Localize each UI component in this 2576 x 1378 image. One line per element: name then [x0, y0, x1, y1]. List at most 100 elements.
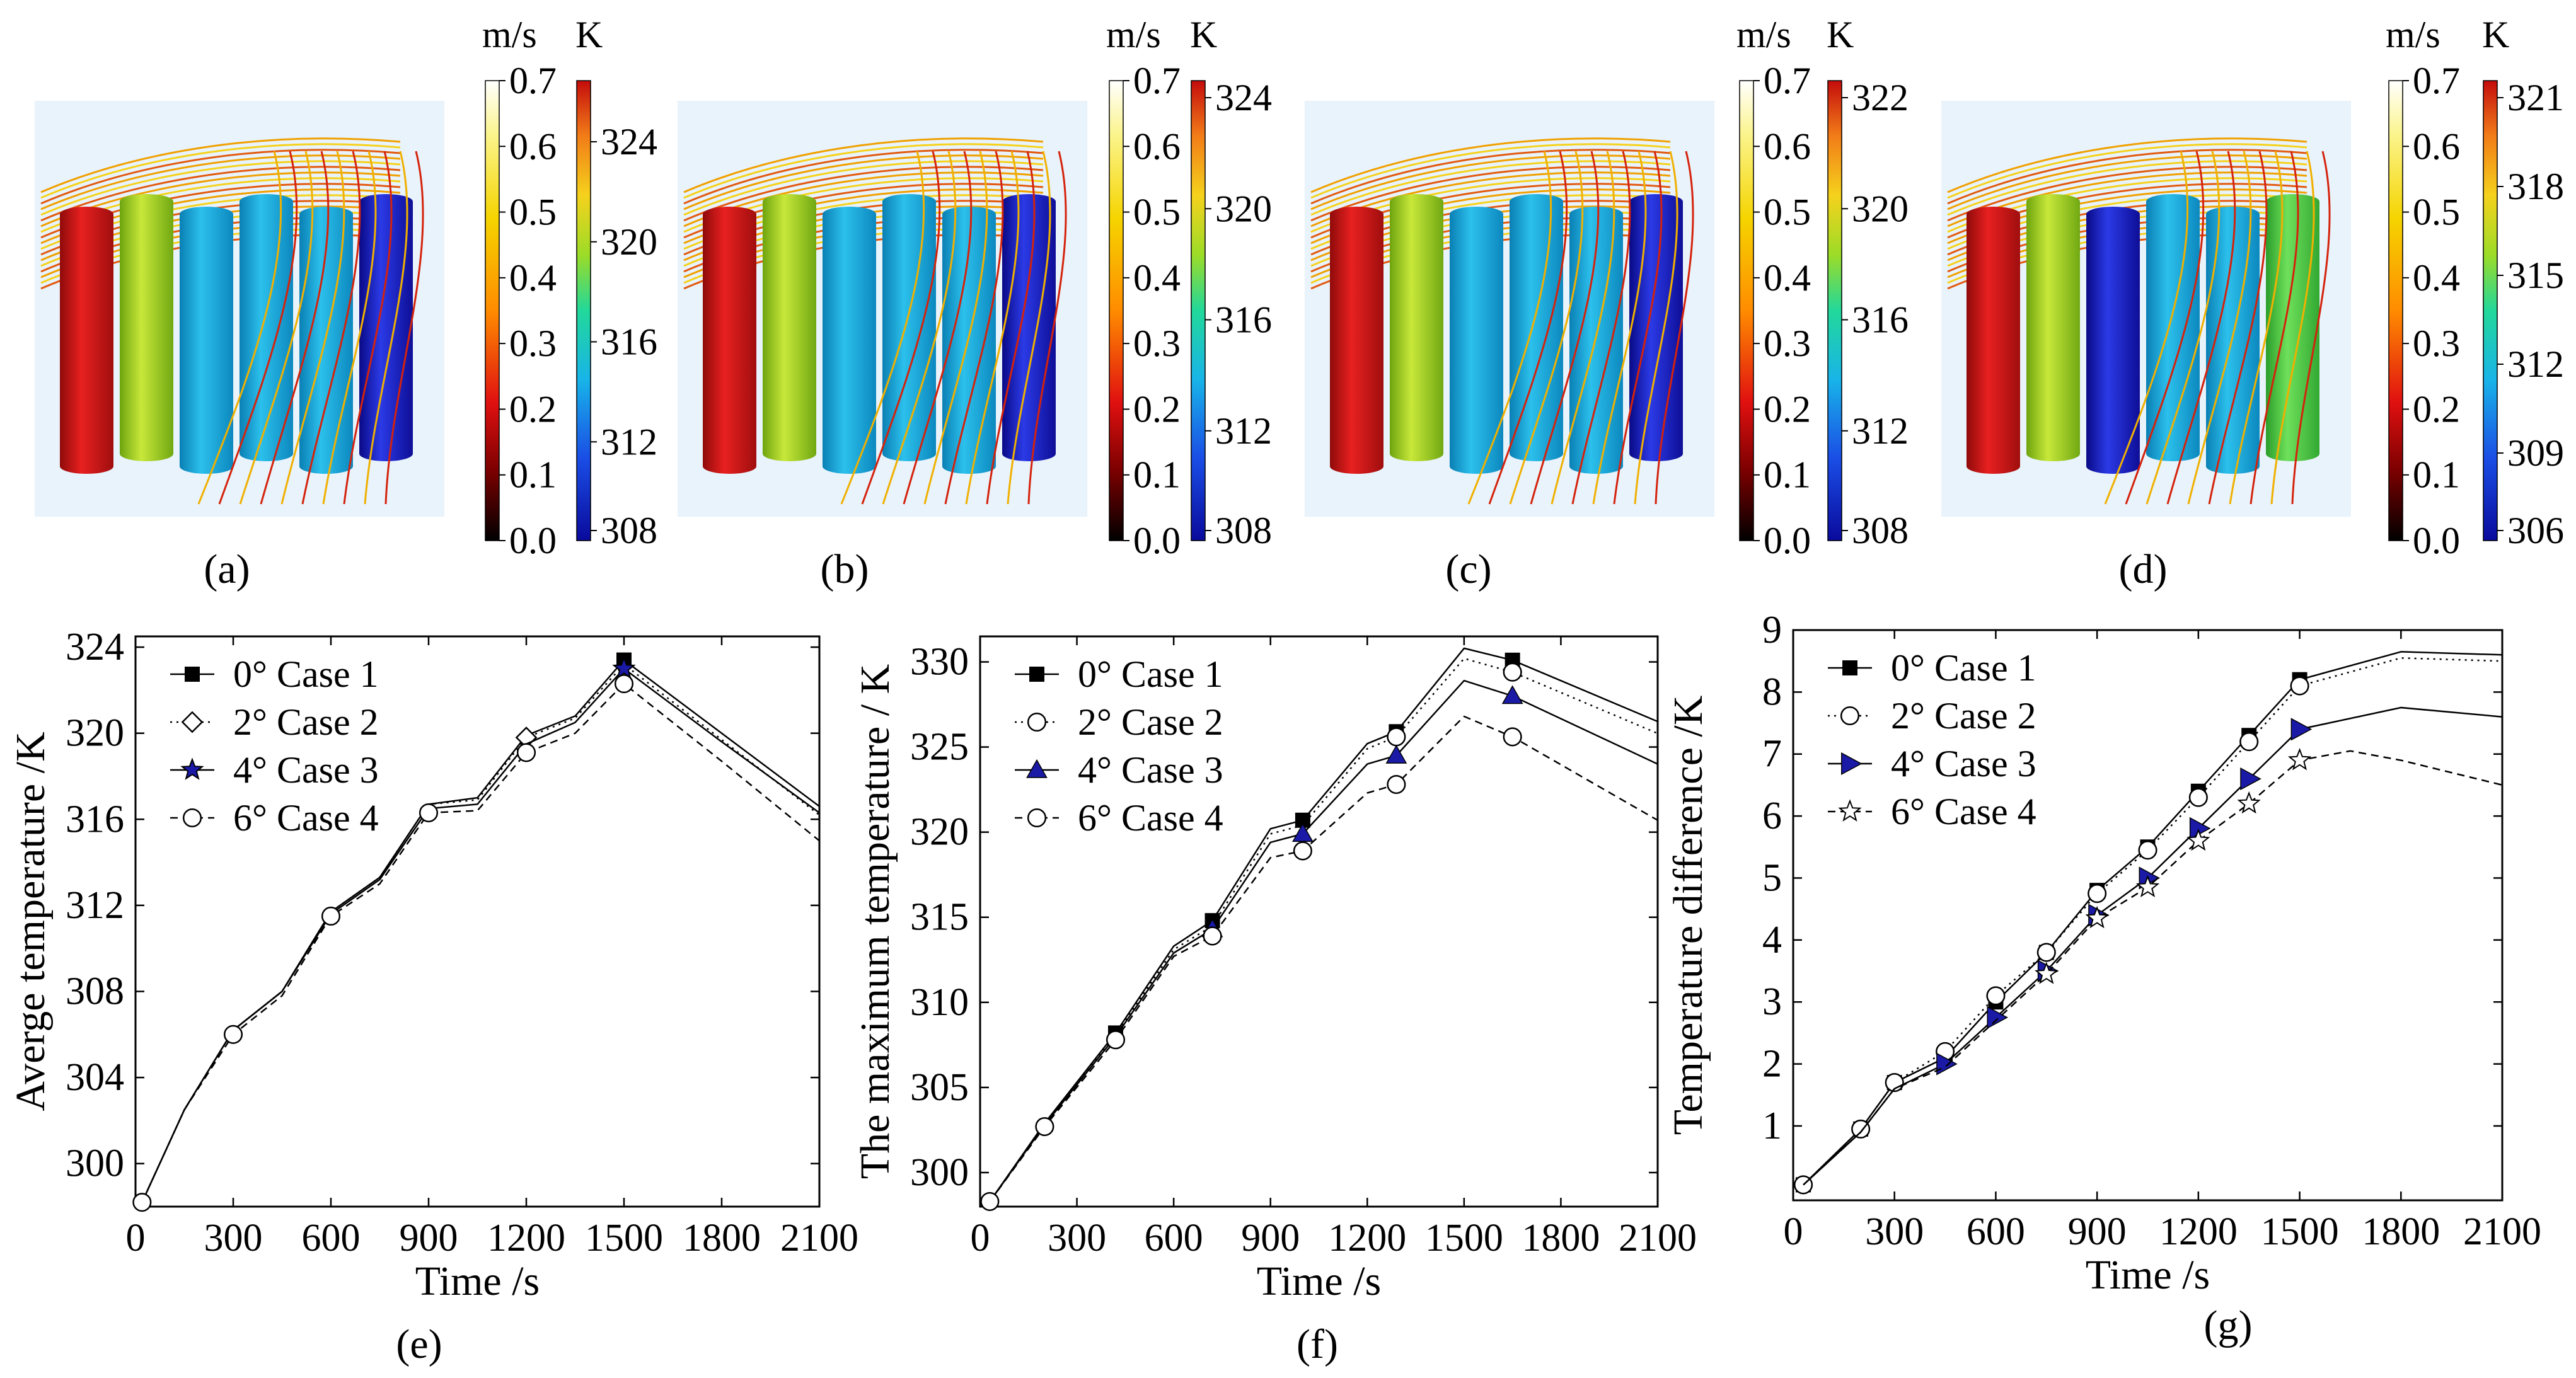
velocity-tick-label: 0.2: [1133, 388, 1181, 430]
chart-g: 0 300 600 900 1200 1500 1800 2100 1 2 3 4 5 6 7 8 9 Time …: [1665, 609, 2541, 1348]
battery-cell-bottom: [1002, 446, 1056, 461]
plot-area: [134, 635, 821, 1208]
data-point-marker: [2085, 905, 2109, 929]
temperature-tick-label: 306: [2507, 510, 2564, 551]
series-line: [989, 679, 1658, 1202]
y-tick-label: 3: [1762, 980, 1782, 1023]
streamline: [40, 137, 401, 193]
data-point-marker: [1503, 727, 1522, 747]
temperature-unit-label: K: [575, 14, 603, 55]
velocity-tick-label: 0.4: [1764, 257, 1811, 299]
streamline: [2270, 151, 2315, 505]
streamline: [1027, 151, 1067, 505]
y-tick-label: 308: [66, 970, 124, 1013]
panel-caption: (d): [2119, 546, 2168, 592]
streamline: [1310, 160, 1671, 216]
battery-cell-top: [1330, 207, 1383, 222]
battery-cell-bottom: [299, 459, 353, 474]
streamline: [2229, 151, 2284, 505]
battery-cell: [1450, 214, 1503, 466]
y-tick-label: 9: [1762, 609, 1782, 652]
velocity-tick-label: 0.3: [2413, 323, 2460, 364]
battery-cell: [2026, 202, 2080, 454]
x-tick-label: 300: [1865, 1210, 1924, 1253]
data-point-marker: [223, 1025, 243, 1044]
temperature-tick-label: 324: [601, 121, 657, 163]
data-point-marker: [1503, 662, 1522, 682]
battery-cell-bottom: [2146, 446, 2200, 461]
data-point-marker: [1035, 1117, 1054, 1137]
chart-caption: (e): [396, 1321, 442, 1367]
battery-cell: [882, 202, 936, 454]
battery-cell-bottom: [2266, 446, 2319, 461]
temperature-tick-label: 320: [1852, 188, 1909, 229]
velocity-tick-label: 0.2: [509, 388, 557, 430]
x-tick-label: 0: [971, 1217, 990, 1260]
battery-cell-top: [703, 207, 756, 222]
legend-marker: [1026, 759, 1048, 778]
battery-cell-bottom: [882, 446, 936, 461]
battery-cell: [703, 214, 756, 466]
battery-cell-bottom: [2206, 459, 2260, 474]
streamline: [1947, 149, 2307, 205]
battery-cell: [2266, 202, 2319, 454]
velocity-tick-label: 0.5: [2413, 192, 2460, 233]
streamline: [1488, 151, 1568, 505]
legend-marker: [181, 711, 204, 733]
temperature-tick-label: 312: [601, 421, 657, 462]
streamline: [239, 151, 314, 505]
y-tick-label: 310: [910, 981, 969, 1024]
x-tick-label: 2100: [2463, 1210, 2541, 1253]
battery-cell-top: [2146, 194, 2200, 209]
streamline: [322, 151, 377, 505]
data-point-marker: [2290, 676, 2309, 696]
temperature-tick-label: 320: [601, 221, 657, 263]
legend: 0° Case 1 2° Case 2 4° Case 3 6° Case 4: [1828, 647, 2036, 832]
data-point-marker: [1387, 727, 1406, 747]
series-2: [141, 663, 820, 1203]
battery-cell: [1629, 202, 1683, 454]
velocity-tick-label: 0.4: [509, 257, 557, 299]
data-point-marker: [516, 743, 536, 762]
velocity-tick-label: 0.1: [509, 454, 557, 496]
velocity-unit-label: m/s: [2386, 14, 2440, 55]
streamline: [923, 151, 988, 505]
data-point-marker: [2135, 875, 2160, 898]
temperature-tick-label: 308: [601, 510, 657, 551]
series-4: [132, 674, 820, 1212]
battery-cell-top: [359, 194, 413, 209]
battery-cell-top: [1450, 207, 1503, 222]
battery-cell-bottom: [942, 459, 996, 474]
x-axis-title: Time /s: [415, 1258, 540, 1304]
streamline: [384, 151, 424, 505]
streamline: [2187, 151, 2252, 505]
series-4: [980, 715, 1658, 1211]
streamline: [40, 154, 401, 210]
x-axis-title: Time /s: [2086, 1252, 2210, 1298]
x-tick-label: 0: [126, 1217, 146, 1260]
y-tick-label: 304: [66, 1056, 124, 1099]
streamline: [1467, 151, 1552, 505]
velocity-unit-label: m/s: [1736, 14, 1791, 55]
x-tick-label: 900: [2068, 1210, 2127, 1253]
legend-marker: [180, 757, 204, 780]
temperature-tick-label: 308: [1215, 510, 1272, 551]
y-tick-label: 2: [1762, 1043, 1782, 1086]
sim-panel-c: (c) m/s 0.7 0.6 0.5 0.4 0.3 0.2 0.1 0.0 K 322 320 316…: [1305, 14, 1909, 592]
y-tick-label: 315: [910, 896, 969, 939]
x-tick-label: 1500: [585, 1217, 663, 1260]
temperature-tick-label: 320: [1215, 188, 1272, 229]
x-tick-label: 300: [1048, 1217, 1106, 1260]
battery-cell-top: [942, 207, 996, 222]
temperature-unit-label: K: [1190, 14, 1217, 55]
streamline: [40, 149, 401, 205]
velocity-tick-label: 0.5: [509, 192, 557, 233]
battery-cell-top: [763, 194, 816, 209]
streamline: [683, 154, 1044, 210]
y-tick-label: 312: [66, 884, 124, 927]
streamline: [1947, 143, 2307, 199]
x-tick-label: 900: [400, 1217, 458, 1260]
x-tick-label: 600: [302, 1217, 361, 1260]
battery-cell-bottom: [1629, 446, 1683, 461]
